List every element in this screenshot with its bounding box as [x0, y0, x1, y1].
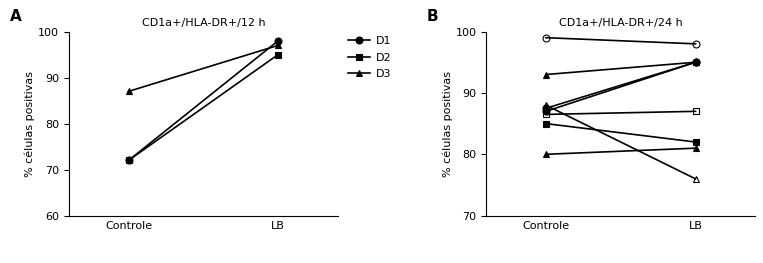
Text: B: B — [427, 9, 439, 24]
Legend: D1, D2, D3, D4, D5, D6, D7, D8: D1, D2, D3, D4, D5, D6, D7, D8 — [761, 32, 763, 144]
Text: A: A — [9, 9, 21, 24]
Title: CD1a+/HLA-DR+/12 h: CD1a+/HLA-DR+/12 h — [141, 18, 265, 28]
Legend: D1, D2, D3: D1, D2, D3 — [343, 32, 396, 84]
Y-axis label: % células positivas: % células positivas — [442, 70, 452, 177]
Title: CD1a+/HLA-DR+/24 h: CD1a+/HLA-DR+/24 h — [559, 18, 683, 28]
Y-axis label: % células positivas: % células positivas — [24, 70, 35, 177]
